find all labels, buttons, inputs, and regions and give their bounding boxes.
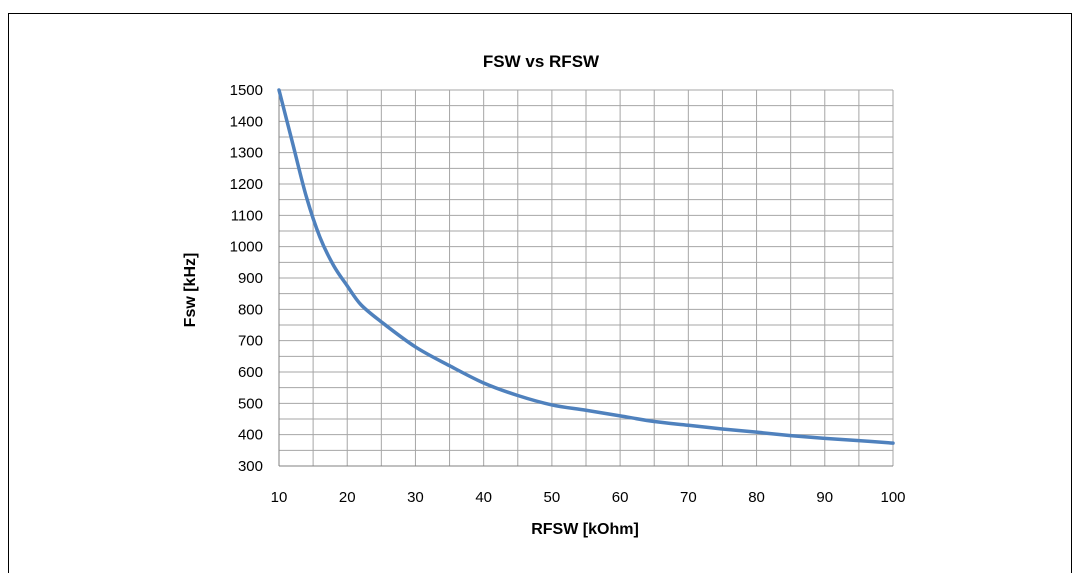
chart-svg: 10 20 30 40 50 60 70 80 90 100 300 400 500 600 700 800 9… xyxy=(182,52,906,538)
y-tick-label: 1200 xyxy=(230,176,263,193)
x-tick-label: 10 xyxy=(271,489,288,506)
x-axis-label: RFSW [kOhm] xyxy=(531,521,639,538)
page-top-area xyxy=(0,0,1082,14)
x-tick-label: 20 xyxy=(339,489,356,506)
y-tick-label: 300 xyxy=(238,458,263,475)
x-tick-label: 70 xyxy=(680,489,697,506)
y-axis-label: Fsw [kHz] xyxy=(182,253,199,328)
y-tick-label: 500 xyxy=(238,395,263,412)
y-tick-label: 1100 xyxy=(231,207,263,224)
y-tick-label: 1300 xyxy=(230,145,263,162)
x-tick-label: 90 xyxy=(816,489,833,506)
y-tick-label: 900 xyxy=(238,270,263,287)
y-tick-label: 700 xyxy=(238,333,263,350)
chart-title: FSW vs RFSW xyxy=(483,52,600,71)
y-tick-label: 1500 xyxy=(230,82,263,99)
series-layer xyxy=(277,88,895,445)
x-tick-label: 50 xyxy=(544,489,561,506)
y-tick-label: 1400 xyxy=(230,113,263,130)
axes xyxy=(278,90,893,467)
y-tick-label: 400 xyxy=(238,427,263,444)
y-tick-label: 1000 xyxy=(230,239,263,256)
x-tick-label: 30 xyxy=(407,489,424,506)
chart-frame xyxy=(8,13,1072,573)
y-tick-label: 600 xyxy=(238,364,263,381)
series-line xyxy=(277,88,895,445)
x-tick-label: 40 xyxy=(475,489,492,506)
tick-labels: 10 20 30 40 50 60 70 80 90 100 300 400 500 600 700 800 9… xyxy=(230,82,906,506)
y-tick-label: 800 xyxy=(238,301,263,318)
x-tick-label: 80 xyxy=(748,489,765,506)
x-tick-label: 60 xyxy=(612,489,629,506)
x-tick-label: 100 xyxy=(880,489,905,506)
